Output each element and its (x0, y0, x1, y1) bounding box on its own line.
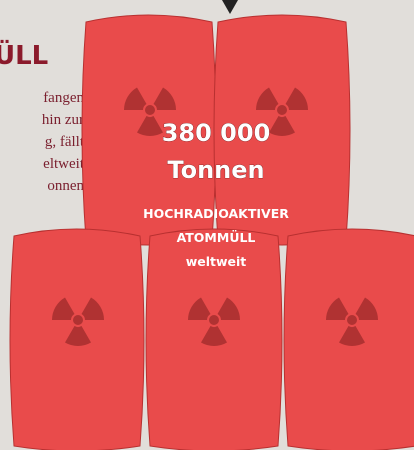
text-line: onnen (47, 178, 84, 194)
title: ÜLL (0, 38, 48, 71)
amount: 380 000 (162, 119, 271, 147)
label-line: HOCHRADIOAKTIVER (143, 206, 289, 221)
text-line: eltweit (43, 156, 85, 172)
body-text: fangen hin zur g, fällt eltweit onnen (42, 90, 85, 194)
label-line: weltweit (186, 254, 247, 269)
text-line: hin zur (42, 112, 84, 128)
label-line: ATOMMÜLL (177, 230, 256, 245)
infographic: ÜLL fangen hin zur g, fällt eltweit onne… (0, 0, 414, 450)
pointer-arrow (222, 0, 238, 14)
unit: Tonnen (167, 156, 264, 184)
text-line: fangen (43, 90, 84, 106)
text-line: g, fällt (45, 134, 85, 150)
page: {"title": "ÜLL", "text_lines": ["fangen"… (0, 0, 414, 450)
